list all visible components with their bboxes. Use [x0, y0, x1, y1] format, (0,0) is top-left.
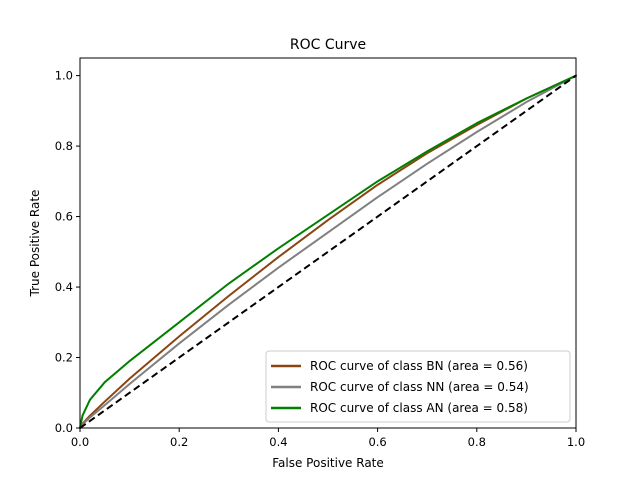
- roc-series-line-2: [79, 74, 577, 429]
- x-tick-label: 0.0: [71, 435, 89, 449]
- plot-frame: [79, 57, 577, 429]
- y-tick-label: 1.0: [55, 69, 73, 83]
- x-tick-label: 0.2: [170, 435, 188, 449]
- chance-diagonal-line: [79, 74, 577, 429]
- y-tick-label: 0.4: [55, 280, 73, 294]
- x-tick-label: 0.8: [468, 435, 486, 449]
- x-tick-label: 0.4: [269, 435, 287, 449]
- y-tick-label: 0.0: [55, 421, 73, 435]
- chart-title: ROC Curve: [290, 37, 366, 53]
- roc-series-line-0: [79, 74, 577, 429]
- legend-entry-label: ROC curve of class NN (area = 0.54): [310, 380, 529, 394]
- roc-series-line-1: [79, 74, 577, 429]
- legend-entry-label: ROC curve of class BN (area = 0.56): [310, 359, 528, 373]
- x-axis-ticks: 0.0 0.2 0.4 0.6 0.8 1.0: [71, 428, 585, 449]
- y-tick-label: 0.2: [55, 351, 73, 365]
- legend: ROC curve of class BN (area = 0.56) ROC c…: [265, 350, 571, 423]
- y-tick-label: 0.6: [55, 210, 73, 224]
- y-axis-label: True Positive Rate: [28, 190, 42, 298]
- x-tick-label: 0.6: [368, 435, 386, 449]
- legend-box: [265, 350, 571, 423]
- curves: [79, 74, 577, 429]
- legend-entry-label: ROC curve of class AN (area = 0.58): [310, 401, 528, 415]
- x-tick-label: 1.0: [567, 435, 585, 449]
- y-axis-ticks: 0.0 0.2 0.4 0.6 0.8 1.0: [55, 69, 80, 435]
- y-tick-label: 0.8: [55, 139, 73, 153]
- x-axis-label: False Positive Rate: [272, 456, 384, 470]
